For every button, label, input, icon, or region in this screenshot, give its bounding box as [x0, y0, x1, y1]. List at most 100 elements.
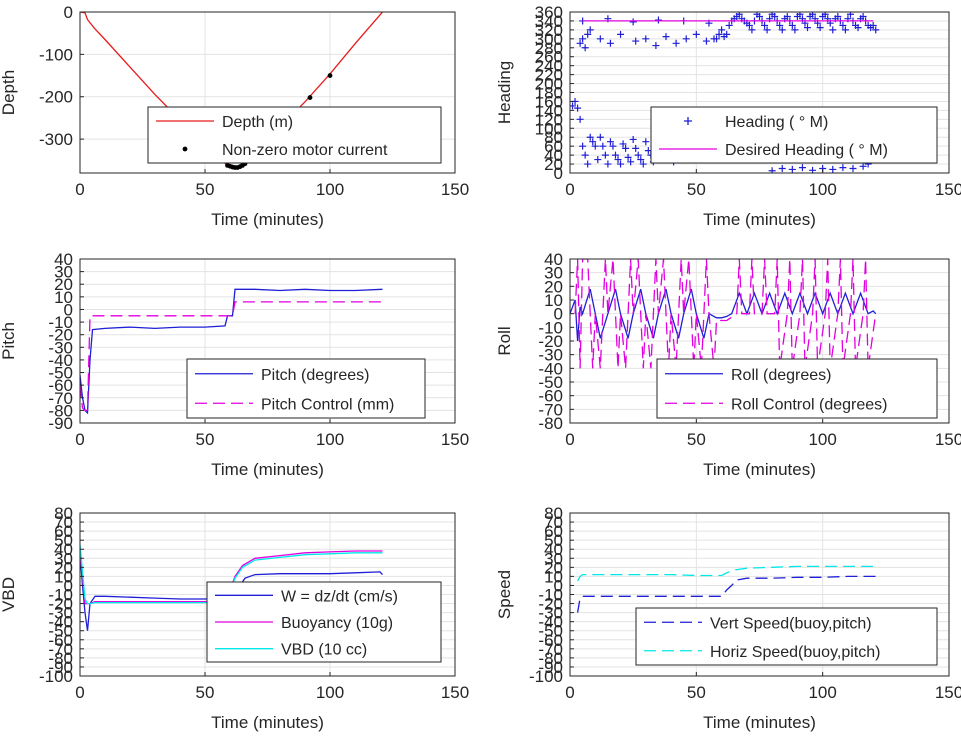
y-tick-label: 60 — [54, 522, 73, 541]
y-tick-label: 70 — [54, 513, 73, 532]
data-point — [854, 24, 862, 32]
data-point — [576, 39, 584, 47]
data-point — [629, 135, 637, 143]
data-point — [723, 30, 731, 38]
data-point — [584, 30, 592, 38]
data-point — [804, 24, 812, 32]
data-point — [796, 12, 804, 18]
data-point — [596, 133, 604, 141]
data-point — [768, 167, 776, 173]
legend: Heading ( ° M) Desired Heading ( ° M) — [650, 106, 938, 164]
y-tick-label: 20 — [544, 558, 563, 577]
y-tick-label: -90 — [48, 414, 73, 433]
y-tick-label: 10 — [54, 567, 73, 586]
y-tick-label: -200 — [39, 88, 73, 107]
series-line-0 — [576, 575, 876, 613]
y-tick-label: -10 — [538, 318, 563, 337]
data-point — [839, 21, 847, 29]
data-point — [624, 153, 632, 161]
subplot-1: 0 50 100 1500204060801001201401601802002202… — [495, 3, 961, 229]
x-tick-label: 100 — [808, 683, 836, 702]
data-point — [632, 144, 640, 152]
x-tick-label: 150 — [441, 180, 469, 199]
x-tick-label: 50 — [196, 430, 215, 449]
y-tick-label: -20 — [538, 332, 563, 351]
y-tick-label: -20 — [48, 595, 73, 614]
x-axis-label: Time (minutes) — [211, 210, 324, 229]
legend-label: Non-zero motor current — [222, 142, 388, 159]
x-tick-label: 100 — [316, 683, 344, 702]
y-tick-label: 30 — [54, 263, 73, 282]
data-point — [634, 151, 642, 159]
y-tick-label: 40 — [544, 146, 563, 165]
data-point — [872, 26, 880, 34]
x-tick-label: 100 — [316, 180, 344, 199]
y-tick-label: 20 — [544, 155, 563, 174]
y-tick-label: 220 — [535, 66, 563, 85]
y-tick-label: -30 — [48, 604, 73, 623]
x-tick-label: 50 — [687, 683, 706, 702]
y-tick-label: 0 — [64, 3, 73, 22]
y-tick-label: 50 — [54, 531, 73, 550]
data-point — [783, 12, 791, 20]
legend: Pitch (degrees) Pitch Control (mm) — [186, 358, 426, 419]
y-tick-label: -10 — [538, 586, 563, 605]
series-line-1 — [577, 565, 876, 582]
y-tick-label: -50 — [48, 622, 73, 641]
x-tick-label: 100 — [316, 430, 344, 449]
y-tick-label: -90 — [48, 658, 73, 677]
data-point — [725, 21, 733, 29]
y-tick-label: 0 — [64, 300, 73, 319]
y-tick-label: -70 — [48, 640, 73, 659]
series-line-0 — [80, 288, 383, 415]
legend-label: Roll Control (degrees) — [731, 396, 888, 413]
data-point — [632, 37, 640, 45]
legend: W = dz/dt (cm/s) Buoyancy (10g) VBD (10 cc… — [206, 581, 442, 663]
y-tick-label: -100 — [39, 45, 73, 64]
x-axis-label: Time (minutes) — [703, 210, 816, 229]
data-point — [584, 160, 592, 168]
data-point — [788, 21, 796, 29]
data-point — [710, 35, 718, 43]
y-tick-label: -40 — [538, 613, 563, 632]
plot-frame — [79, 258, 456, 424]
data-point — [841, 26, 849, 34]
data-point — [748, 26, 756, 34]
y-tick-label: -100 — [39, 667, 73, 686]
data-point — [829, 26, 837, 34]
x-axis-label: Time (minutes) — [703, 460, 816, 479]
data-point — [715, 30, 723, 38]
y-tick-label: 80 — [54, 504, 73, 523]
data-point — [579, 142, 587, 150]
y-tick-label: 0 — [554, 164, 563, 183]
series-line-1 — [80, 301, 383, 412]
x-tick-label: 50 — [196, 180, 215, 199]
y-tick-label: 280 — [535, 39, 563, 58]
data-point — [839, 164, 847, 172]
x-axis-label: Time (minutes) — [211, 713, 324, 732]
data-point — [692, 30, 700, 38]
y-tick-label: -70 — [538, 400, 563, 419]
y-tick-label: -80 — [538, 414, 563, 433]
data-point — [591, 142, 599, 150]
y-tick-label: -80 — [48, 401, 73, 420]
y-tick-label: 50 — [544, 531, 563, 550]
y-tick-label: 160 — [535, 92, 563, 111]
x-tick-label: 50 — [687, 180, 706, 199]
data-point — [763, 26, 771, 34]
y-tick-label: 10 — [544, 291, 563, 310]
y-tick-label: -10 — [48, 586, 73, 605]
y-axis-label: Depth — [0, 70, 18, 115]
data-point — [756, 12, 763, 20]
y-tick-label: -50 — [538, 622, 563, 641]
data-point — [672, 39, 680, 47]
y-tick-label: 360 — [535, 3, 563, 22]
legend-label: Pitch Control (mm) — [261, 396, 394, 413]
y-tick-label: -60 — [48, 376, 73, 395]
y-tick-label: -20 — [538, 595, 563, 614]
y-tick-label: -30 — [538, 346, 563, 365]
data-point — [662, 33, 670, 41]
legend: Roll (degrees) Roll Control (degrees) — [656, 358, 938, 419]
data-point — [778, 26, 786, 34]
